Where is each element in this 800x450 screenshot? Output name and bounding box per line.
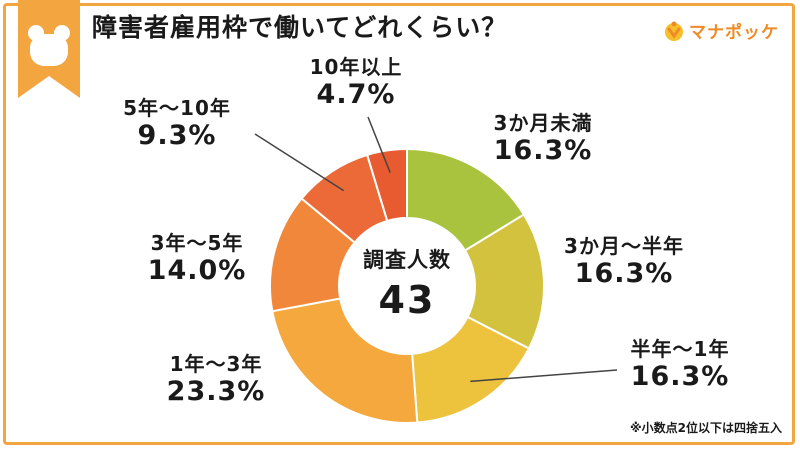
label-3: 1年～3年 23.3% (167, 352, 266, 408)
bookmark-ribbon (18, 0, 80, 98)
label-3-name: 1年～3年 (169, 352, 263, 376)
label-2: 半年～1年 16.3% (631, 337, 730, 393)
label-6-value: 4.7% (316, 79, 396, 110)
label-1-value: 16.3% (574, 258, 674, 289)
label-1: 3か月～半年 16.3% (564, 234, 684, 290)
label-2-value: 16.3% (630, 361, 730, 392)
label-6-name: 10年以上 (309, 55, 403, 79)
logo-icon (665, 21, 683, 41)
footnote: ※小数点2位以下は四捨五入 (629, 421, 782, 435)
brand-logo: マナポッケ (663, 18, 779, 43)
leader-line-2 (470, 369, 618, 383)
label-0: 3か月未満 16.3% (494, 111, 593, 167)
label-3-value: 23.3% (166, 376, 266, 407)
label-2-name: 半年～1年 (630, 337, 730, 361)
bear-icon (28, 25, 70, 66)
label-1-name: 3か月～半年 (564, 234, 684, 258)
center-value: 43 (378, 278, 436, 322)
logo-text: マナポッケ (689, 23, 779, 43)
label-4: 3年～5年 14.0% (148, 231, 247, 287)
donut-segment-6 (365, 147, 408, 223)
donut-segment-3 (271, 297, 419, 424)
chart-title: 障害者雇用枠で働いてどれくらい？ (92, 13, 508, 42)
label-6: 10年以上 4.7% (310, 55, 403, 111)
label-4-value: 14.0% (147, 255, 247, 286)
label-0-name: 3か月未満 (493, 111, 593, 135)
label-0-value: 16.3% (493, 135, 593, 166)
center-label: 調査人数 (363, 248, 451, 272)
label-5-value: 9.3% (137, 120, 217, 151)
label-5-name: 5年～10年 (123, 96, 231, 120)
leader-line-5 (254, 133, 345, 192)
label-4-name: 3年～5年 (150, 231, 244, 255)
chart-frame (3, 3, 795, 445)
leader-line-6 (367, 116, 391, 174)
label-5: 5年～10年 9.3% (123, 96, 231, 152)
